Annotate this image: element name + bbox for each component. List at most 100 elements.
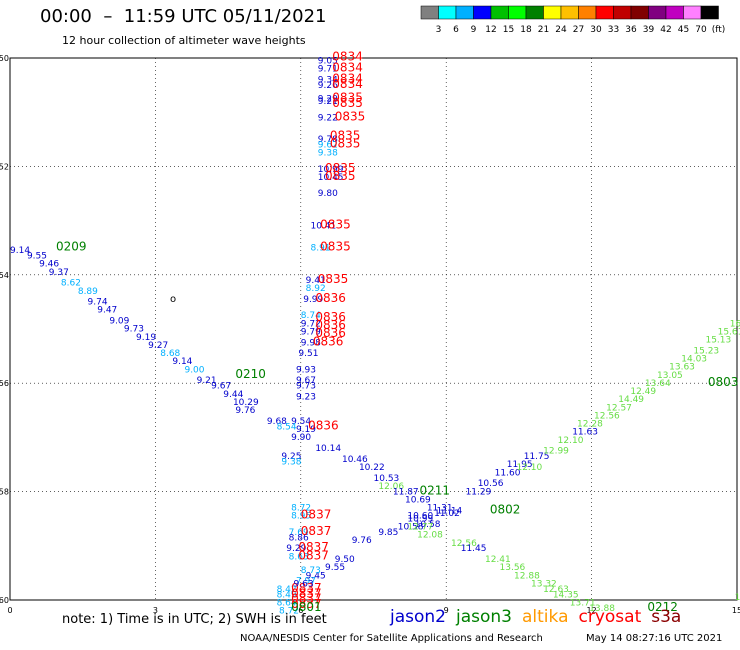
wave-height-point: 10.22 [359, 463, 385, 473]
colorbar-label: 33 [608, 25, 619, 35]
wave-height-point: 13.88 [589, 604, 615, 614]
wave-height-point: 7.69 [289, 528, 309, 538]
wave-height-point: 9.85 [378, 528, 398, 538]
wave-height-point: 11.45 [461, 544, 487, 554]
wave-height-point: 10.14 [315, 444, 341, 454]
wave-height-point: 9.55 [27, 252, 47, 262]
wave-height-point: 9.19 [136, 333, 156, 343]
wave-height-point: 9.44 [223, 390, 243, 400]
wave-height-point: 12.28 [577, 420, 603, 430]
wave-height-point: 11.63 [572, 428, 598, 438]
wave-height-point: 10.41 [310, 222, 336, 232]
wave-height-point: 9.34 [318, 75, 338, 85]
wave-height-point: 9.79 [301, 327, 321, 337]
plot-grid [9, 57, 738, 601]
pass-time-label: 0835 [325, 169, 356, 183]
wave-height-point: 10.56 [478, 479, 504, 489]
color-scale-bar: 3 6 9 12 15 18 21 24 27 30 33 36 39 42 45 70 (ft) [420, 5, 726, 35]
wave-height-point: 14.49 [618, 395, 644, 405]
wave-height-point: 11.31 [427, 504, 453, 514]
x-tick-label: 0 [7, 606, 12, 615]
wave-height-point: 10.58 [398, 523, 424, 533]
wave-height-point: 12.99 [543, 447, 569, 457]
wave-height-point: 9.76 [352, 536, 372, 546]
pass-time-label: 0837 [291, 581, 322, 595]
wave-height-point: 8.72 [279, 607, 299, 617]
wave-height-point: 8.68 [160, 349, 180, 359]
wave-height-point: 9.23 [296, 392, 316, 402]
credit-org: NOAA/NESDIS Center for Satellite Applica… [240, 633, 543, 644]
chart-title: 00:00 – 11:59 UTC 05/11/2021 [40, 6, 327, 27]
wave-height-point: 9.21 [197, 376, 217, 386]
wave-height-point: 14 [735, 593, 740, 603]
wave-height-point: 9.90 [291, 433, 311, 443]
colorbar-label: 45 [678, 25, 689, 35]
wave-height-point: 9.21 [318, 97, 338, 107]
wave-height-point: 9.68 [267, 417, 287, 427]
colorbar-label: 27 [573, 25, 584, 35]
wave-height-point: 10.99 [318, 165, 344, 175]
wave-height-point: 11.95 [507, 460, 533, 470]
colorbar-label: 9 [471, 25, 477, 35]
wave-height-point: 7.97 [296, 577, 316, 587]
colorbar-label: (ft) [712, 25, 726, 35]
legend-entry-s3a: s3a [651, 607, 682, 627]
pass-time-label: 0836 [315, 318, 346, 332]
colorbar-label: 6 [453, 25, 459, 35]
pass-time-label: 0836 [315, 291, 346, 305]
wave-height-point: 9.45 [306, 571, 326, 581]
wave-height-point: 8.73 [301, 566, 321, 576]
wave-height-point: 9.54 [291, 417, 311, 427]
y-tick-label: -56 [0, 379, 9, 388]
footer-credit: NOAA/NESDIS Center for Satellite Applica… [240, 633, 722, 644]
wave-height-point: 9.51 [298, 349, 318, 359]
wave-height-point: 10.45 [318, 173, 344, 183]
generated-timestamp: May 14 08:27:16 UTC 2021 [586, 633, 723, 644]
pass-time-label: 0835 [320, 218, 351, 232]
pass-time-label: 0836 [315, 326, 346, 340]
wave-height-point: 9.14 [10, 246, 30, 256]
wave-height-point: 10.69 [405, 495, 431, 505]
wave-height-point: 12.41 [485, 555, 511, 565]
pass-time-label: 0836 [313, 334, 344, 348]
pass-time-label: 0803 [708, 375, 739, 389]
colorbar-swatch [700, 5, 719, 20]
wave-height-point: 9.09 [109, 317, 129, 327]
wave-height-point: 9.22 [318, 113, 338, 123]
wave-height-point: 8.92 [306, 284, 326, 294]
wave-height-point: 11.14 [437, 506, 463, 516]
wave-height-point: 12.06 [378, 482, 404, 492]
colorbar-label: 30 [590, 25, 602, 35]
wave-height-point: 9.62 [318, 140, 338, 150]
wave-height-point: 8.62 [61, 279, 81, 289]
wave-height-point: 8.72 [291, 504, 311, 514]
satellite-legend: jason2 jason3 altika cryosat s3a [390, 607, 691, 627]
pass-time-label: 0834 [332, 77, 363, 91]
wave-height-point: 9.74 [88, 298, 108, 308]
wave-height-point: 8.74 [301, 311, 321, 321]
footer-note: note: 1) Time is in UTC; 2) SWH is in fe… [62, 612, 327, 627]
wave-height-point: 11.75 [524, 452, 550, 462]
pass-time-label: 0837 [291, 592, 322, 606]
marker-point: o [170, 294, 176, 305]
wave-height-point: 9.93 [296, 365, 316, 375]
wave-height-point: 9.63 [294, 579, 314, 589]
x-tick-label: 3 [153, 606, 158, 615]
pass-time-label: 0834 [332, 61, 363, 75]
x-tick-label: 15 [732, 606, 740, 615]
wave-height-point: 13.63 [669, 363, 695, 373]
wave-height-point: 10.99 [407, 514, 433, 524]
wave-height-point: 9.72 [301, 319, 321, 329]
wave-height-point: 13.71 [570, 598, 596, 608]
wave-height-point: 15.13 [705, 336, 731, 346]
colorbar-label: 12 [485, 25, 496, 35]
wave-height-point: 14.03 [681, 355, 707, 365]
wave-height-point: 11.87 [393, 487, 419, 497]
colorbar-label: 39 [643, 25, 655, 35]
wave-height-point: 9.14 [172, 357, 192, 367]
wave-height-point: 9.29 [318, 94, 338, 104]
wave-height-point: 9.47 [97, 306, 117, 316]
pass-time-label: 0212 [647, 600, 678, 614]
colorbar-label: 70 [695, 25, 707, 35]
wave-height-point: 13.56 [500, 563, 526, 573]
